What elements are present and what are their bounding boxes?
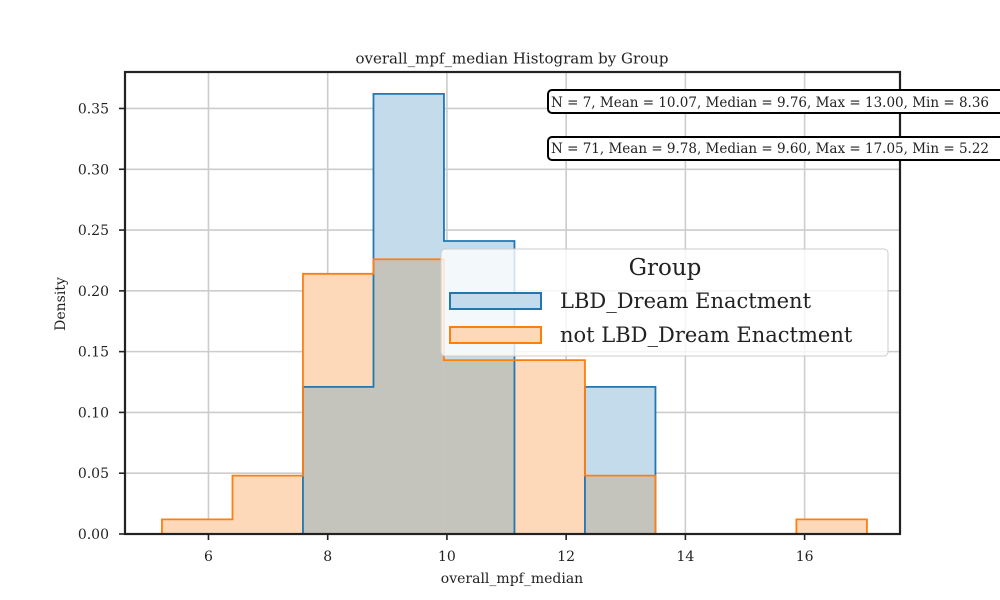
plot-frame bbox=[123, 70, 902, 536]
y-tick-label: 0.05 bbox=[78, 466, 109, 482]
legend-label-not-lbd: not LBD_Dream Enactment bbox=[560, 323, 853, 347]
chart-title: overall_mpf_median Histogram by Group bbox=[356, 50, 669, 68]
x-axis-label: overall_mpf_median bbox=[441, 571, 583, 587]
bar-not-lbd bbox=[232, 475, 303, 534]
y-tick-label: 0.20 bbox=[78, 284, 109, 300]
stats-text-not-lbd: N = 71, Mean = 9.78, Median = 9.60, Max … bbox=[551, 141, 989, 157]
bar-overlap bbox=[302, 386, 374, 534]
stats-box-lbd: N = 7, Mean = 10.07, Median = 9.76, Max … bbox=[547, 89, 1000, 114]
legend-swatch-not-lbd bbox=[449, 326, 542, 344]
x-tick-label: 16 bbox=[796, 549, 814, 565]
legend-label-lbd: LBD_Dream Enactment bbox=[560, 289, 812, 313]
y-tick-label: 0.10 bbox=[78, 405, 109, 421]
x-tick-label: 8 bbox=[323, 549, 332, 565]
bar-not-lbd bbox=[796, 519, 867, 534]
y-tick-label: 0.00 bbox=[78, 527, 109, 543]
stats-text-lbd: N = 7, Mean = 10.07, Median = 9.76, Max … bbox=[551, 95, 989, 111]
x-tick-label: 10 bbox=[438, 549, 456, 565]
y-tick-label: 0.15 bbox=[78, 345, 109, 361]
x-tick-label: 12 bbox=[557, 549, 575, 565]
y-tick-label: 0.30 bbox=[78, 162, 109, 178]
x-tick-label: 14 bbox=[676, 549, 694, 565]
bar-not-lbd bbox=[514, 360, 585, 534]
stats-box-not-lbd: N = 71, Mean = 9.78, Median = 9.60, Max … bbox=[547, 136, 1000, 161]
axes: 6 8 10 12 14 16 0.00 0.05 0.10 0.15 0.20 0.25 0.30 0.… bbox=[78, 70, 902, 565]
bar-not-lbd bbox=[161, 519, 233, 534]
legend-title: Group bbox=[629, 255, 702, 281]
y-axis-label: Density bbox=[53, 277, 69, 331]
bar-overlap bbox=[373, 259, 444, 534]
y-tick-label: 0.35 bbox=[78, 101, 109, 117]
bar-overlap bbox=[443, 360, 515, 534]
y-tick-label: 0.25 bbox=[78, 223, 109, 239]
legend: Group LBD_Dream Enactment not LBD_Dream … bbox=[440, 248, 889, 357]
outline-lbd bbox=[302, 92, 657, 535]
bar-overlap bbox=[584, 475, 656, 534]
legend-swatch-lbd bbox=[449, 292, 542, 310]
x-tick-label: 6 bbox=[204, 549, 213, 565]
